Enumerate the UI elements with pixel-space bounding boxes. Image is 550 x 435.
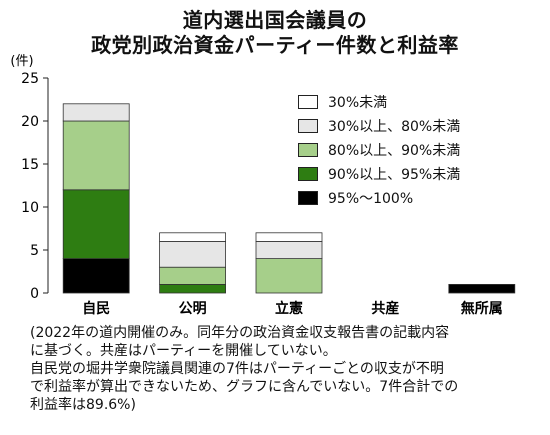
category-label: 共産 [371,300,399,317]
legend-swatch [298,143,318,157]
legend-label: 30%未満 [328,95,388,111]
legend: 30%未満 30%以上、80%未満 80%以上、90%未満 90%以上、95%未満 95… [298,90,460,210]
footnote-line: で利益率が算出できないため、グラフに含んでいない。7件合計での [30,379,459,395]
bar-segment [159,266,227,285]
footnote-line: (2022年の道内開催のみ。同年分の政治資金収支報告書の記載内容 [30,325,450,341]
bar-segment [62,120,130,191]
legend-item: 80%以上、90%未満 [298,138,460,162]
bar-segment [159,240,227,268]
chart-title: 道内選出国会議員の [182,8,368,32]
y-tick-label: 5 [30,243,39,259]
footnote-line: に基づく。共産はパーティーを開催していない。 [30,343,337,359]
footnote-line: 利益率は89.6%) [30,397,136,413]
category-label: 自民 [82,300,110,317]
y-tick-label: 20 [21,114,39,130]
legend-label: 80%以上、90%未満 [328,143,461,159]
bar-segment [448,283,516,294]
bar-segment [255,240,323,259]
y-axis-label: (件) [10,54,33,69]
legend-label: 95%〜100% [328,191,414,207]
legend-swatch [298,191,318,205]
category-label: 無所属 [461,300,503,317]
legend-item: 30%未満 [298,90,460,114]
legend-swatch [298,95,318,109]
legend-label: 90%以上、95%未満 [328,167,461,183]
stacked-bar-chart: (件) 0 5 10 15 20 25 自民 公明 立憲 共産 無所属 [10,54,516,317]
legend-swatch [298,167,318,181]
bar-segment [159,232,227,242]
bar-segment [255,232,323,242]
legend-item: 95%〜100% [298,186,460,210]
category-label: 公明 [179,301,207,317]
legend-item: 90%以上、95%未満 [298,162,460,186]
y-tick-label: 10 [21,200,39,216]
category-label: 立憲 [275,300,303,317]
bar-segment [62,103,130,122]
legend-item: 30%以上、80%未満 [298,114,460,138]
legend-label: 30%以上、80%未満 [328,119,461,135]
bar-segment [159,283,227,294]
footnote-line: 自民党の堀井学衆院議員関連の7件はパーティーごとの収支が不明 [30,361,444,377]
legend-swatch [298,119,318,133]
y-tick-label: 25 [21,71,39,87]
chart-subtitle: 政党別政治資金パーティー件数と利益率 [91,33,459,57]
y-tick-label: 15 [21,157,39,173]
bar-segment [62,189,130,260]
y-tick-label: 0 [30,286,39,302]
bar-segment [255,258,323,294]
bar-segment [62,258,130,294]
footnote: (2022年の道内開催のみ。同年分の政治資金収支報告書の記載内容 に基づく。共産… [30,324,542,414]
